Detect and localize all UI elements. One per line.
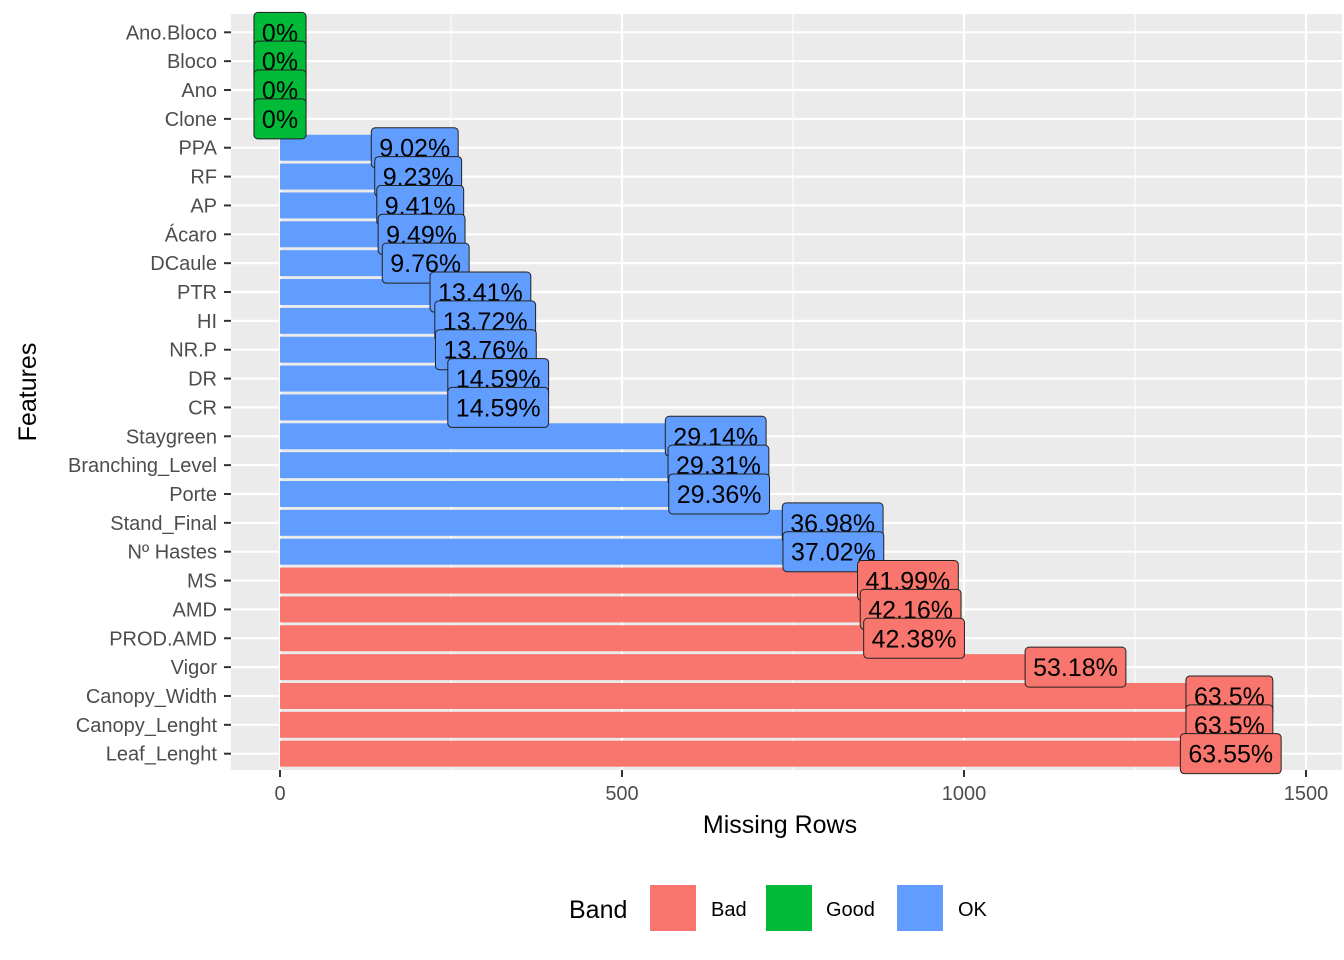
x-tick-label: 1000 (942, 783, 987, 805)
y-tick-label: Vigor (171, 657, 218, 679)
percent-label-box (668, 473, 771, 515)
y-tick-label: DCaule (150, 253, 217, 275)
y-tick-label: Stand_Final (110, 513, 217, 535)
percent-label-box (1024, 646, 1127, 688)
bar (280, 740, 1231, 767)
y-tick-label: Bloco (167, 51, 217, 73)
y-axis: Ano.Bloco Bloco Ano Clone PPA RF AP Ácaro DCaule… (68, 22, 231, 766)
legend-title: Band (569, 896, 627, 924)
y-tick-label: Canopy_Lenght (76, 715, 218, 737)
percent-label: 53.18% (1033, 654, 1118, 682)
legend: Band Bad Good OK (569, 885, 988, 931)
x-tick-label: 1500 (1284, 783, 1329, 805)
legend-key-good (766, 885, 812, 931)
y-tick-label: RF (190, 167, 217, 189)
y-tick-label: Ácaro (165, 223, 217, 246)
y-tick-label: AP (190, 195, 217, 217)
y-tick-label: CR (188, 397, 217, 419)
y-axis-title: Features (14, 343, 42, 442)
percent-labels: 0%0%0%0%9.02%9.23%9.41%9.49%9.76%13.41%1… (253, 11, 1282, 775)
y-tick-label: Branching_Level (68, 455, 217, 477)
bar (280, 452, 719, 479)
legend-key-ok (897, 885, 943, 931)
y-tick-label: PTR (177, 282, 217, 304)
y-tick-label: Ano.Bloco (126, 22, 217, 44)
bar (280, 596, 911, 623)
x-axis-title: Missing Rows (703, 811, 857, 839)
legend-label-ok: OK (958, 899, 988, 921)
y-tick-label: Leaf_Lenght (106, 744, 218, 766)
x-tick-label: 500 (605, 783, 638, 805)
percent-label: 42.38% (872, 625, 957, 653)
y-tick-label: Nº Hastes (127, 542, 217, 564)
y-tick-label: HI (197, 311, 217, 333)
y-tick-label: AMD (173, 599, 217, 621)
y-tick-label: PPA (178, 138, 217, 160)
percent-label-box (253, 98, 307, 140)
x-tick-label: 0 (274, 783, 285, 805)
bar (280, 538, 834, 565)
y-tick-label: Staygreen (126, 426, 217, 448)
percent-label: 63.55% (1188, 741, 1273, 769)
percent-label: 14.59% (456, 394, 541, 422)
y-tick-label: NR.P (169, 340, 217, 362)
percent-label-box (447, 386, 550, 428)
percent-label: 0% (262, 106, 298, 134)
bar (280, 481, 720, 507)
y-tick-label: MS (187, 571, 217, 593)
x-axis: 0 500 1000 1500 (274, 770, 1328, 805)
y-tick-label: PROD.AMD (109, 628, 217, 650)
legend-key-bad (650, 885, 696, 931)
percent-label-box (1179, 733, 1282, 775)
y-tick-label: Ano (181, 80, 217, 102)
legend-label-bad: Bad (711, 899, 747, 921)
y-tick-label: Clone (165, 109, 217, 131)
percent-label-box (863, 617, 965, 659)
y-tick-label: DR (188, 369, 217, 391)
y-tick-label: Canopy_Width (86, 686, 217, 708)
y-tick-label: Porte (169, 484, 217, 506)
bar (280, 711, 1230, 738)
percent-label: 29.36% (677, 481, 762, 509)
legend-label-good: Good (826, 899, 875, 921)
bar (280, 625, 915, 652)
